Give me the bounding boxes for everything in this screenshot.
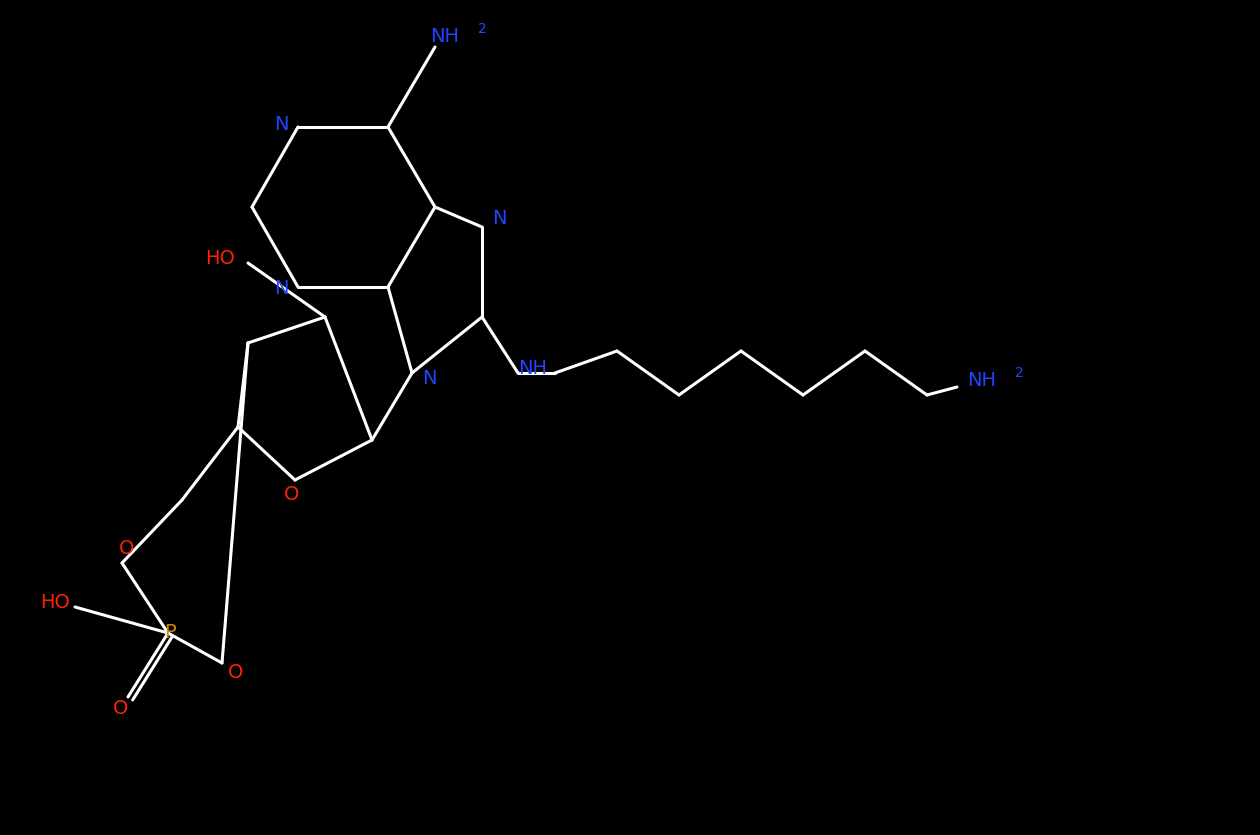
Text: P: P (164, 624, 176, 642)
Text: 2: 2 (1014, 366, 1023, 380)
Text: N: N (422, 370, 436, 388)
Text: HO: HO (205, 249, 234, 267)
Text: NH: NH (519, 360, 548, 378)
Text: NH: NH (968, 372, 997, 391)
Text: N: N (273, 280, 289, 298)
Text: O: O (113, 700, 129, 718)
Text: HO: HO (40, 594, 71, 613)
Text: N: N (273, 115, 289, 134)
Text: NH: NH (431, 28, 460, 47)
Text: O: O (120, 539, 135, 559)
Text: O: O (228, 664, 243, 682)
Text: N: N (491, 210, 507, 229)
Text: 2: 2 (478, 22, 486, 36)
Text: O: O (285, 485, 300, 504)
